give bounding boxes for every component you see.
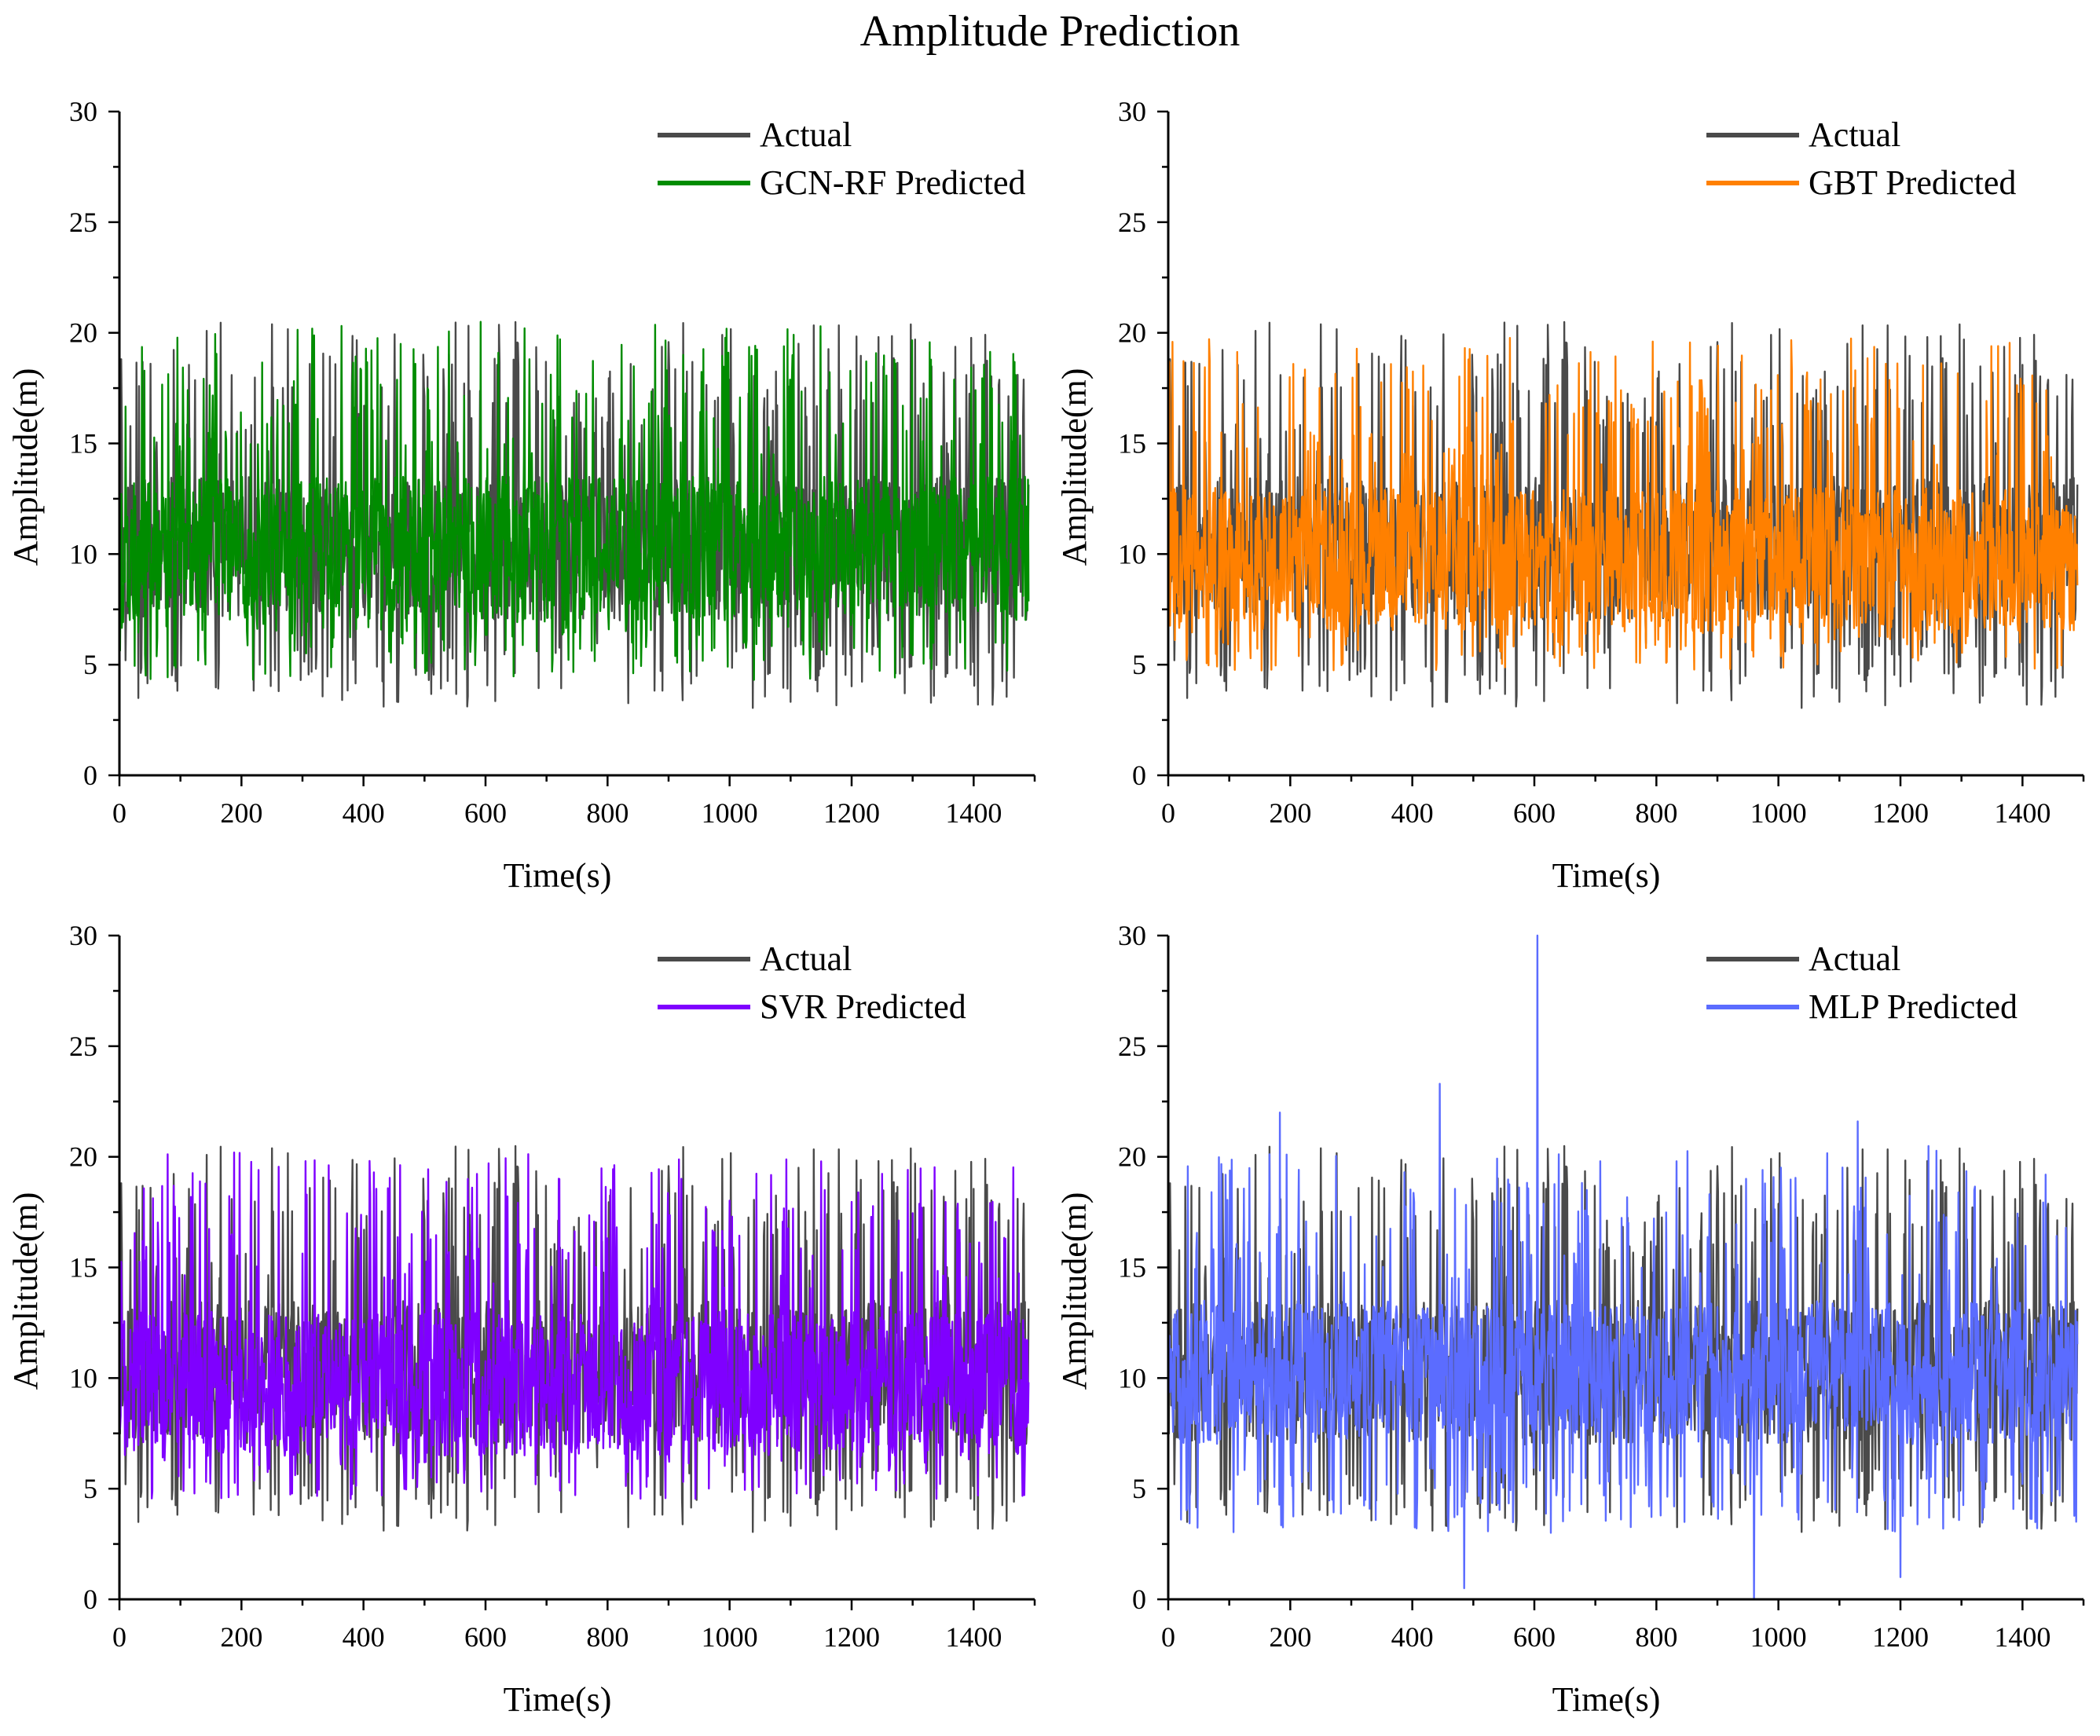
x-tick-label: 0 [1161, 1621, 1175, 1653]
legend-label-predicted: GBT Predicted [1809, 163, 2016, 202]
y-tick-label: 10 [69, 1362, 97, 1394]
chart-panel-2: 0 200 400 600 800 1000 1200 1400 0 5 10 15 20 25 30 Tim… [1055, 96, 2085, 895]
y-tick-label: 0 [1132, 1584, 1146, 1615]
y-axis-label: Amplitude(m) [1055, 368, 1094, 566]
y-tick-label: 0 [1132, 760, 1146, 791]
x-axis-label: Time(s) [1552, 856, 1661, 895]
y-tick-label: 25 [69, 207, 97, 238]
y-tick-label: 15 [1118, 428, 1146, 460]
x-tick-label: 1000 [702, 1621, 758, 1653]
x-tick-label: 1200 [1872, 797, 1929, 829]
y-tick-label: 30 [69, 96, 97, 127]
series-line-predicted [1167, 934, 2079, 1601]
x-tick-label: 600 [1513, 797, 1556, 829]
y-tick-label: 30 [69, 920, 97, 951]
figure-title: Amplitude Prediction [859, 7, 1241, 56]
legend-label-predicted: MLP Predicted [1809, 987, 2018, 1026]
x-tick-label: 200 [220, 1621, 262, 1653]
x-tick-label: 1000 [1750, 797, 1807, 829]
y-axis-label: Amplitude(m) [1055, 1192, 1094, 1390]
x-tick-label: 1200 [823, 797, 880, 829]
x-tick-label: 200 [1269, 1621, 1311, 1653]
legend-label-actual: Actual [760, 939, 852, 978]
series-line-actual [118, 320, 1030, 709]
y-axis-label: Amplitude(m) [6, 368, 45, 566]
x-tick-label: 1400 [1994, 1621, 2051, 1653]
y-tick-label: 20 [69, 1141, 97, 1173]
y-tick-label: 10 [1118, 1362, 1146, 1394]
x-tick-label: 400 [343, 797, 385, 829]
x-tick-label: 0 [112, 797, 126, 829]
x-tick-label: 1400 [945, 797, 1002, 829]
legend-label-predicted: SVR Predicted [760, 987, 966, 1026]
legend-label-actual: Actual [760, 115, 852, 154]
y-tick-label: 15 [69, 428, 97, 460]
chart-panel-3: 0 200 400 600 800 1000 1200 1400 0 5 10 15 20 25 30 Tim… [6, 920, 1036, 1719]
x-tick-label: 0 [112, 1621, 126, 1653]
x-tick-label: 400 [343, 1621, 385, 1653]
y-tick-label: 20 [69, 317, 97, 349]
series-line-actual [1167, 320, 2079, 709]
x-axis-label: Time(s) [504, 1680, 612, 1719]
x-tick-label: 1200 [823, 1621, 880, 1653]
x-tick-label: 600 [1513, 1621, 1556, 1653]
legend-label-actual: Actual [1809, 939, 1900, 978]
x-tick-label: 800 [586, 797, 629, 829]
chart-panel-1: 0 200 400 600 800 1000 1200 1400 0 5 10 15 20 25 30 Tim… [6, 96, 1036, 895]
series-line-predicted [1167, 337, 2079, 672]
x-tick-label: 800 [1635, 797, 1677, 829]
y-tick-label: 15 [1118, 1252, 1146, 1284]
y-tick-label: 20 [1118, 1141, 1146, 1173]
x-tick-label: 800 [1635, 1621, 1677, 1653]
x-tick-label: 1000 [702, 797, 758, 829]
y-tick-label: 25 [1118, 1031, 1146, 1062]
y-tick-label: 5 [83, 1473, 97, 1504]
x-tick-label: 1400 [945, 1621, 1002, 1653]
y-tick-label: 5 [1132, 1473, 1146, 1504]
series-line-predicted [118, 1152, 1030, 1500]
x-tick-label: 1400 [1994, 797, 2051, 829]
series-line-predicted [118, 320, 1030, 681]
y-tick-label: 0 [83, 1584, 97, 1615]
x-tick-label: 200 [220, 797, 262, 829]
y-tick-label: 30 [1118, 96, 1146, 127]
legend-label-actual: Actual [1809, 115, 1900, 154]
y-tick-label: 25 [1118, 207, 1146, 238]
figure-title-wrap: Amplitude Prediction [0, 6, 2100, 57]
x-tick-label: 600 [464, 1621, 507, 1653]
legend-label-predicted: GCN-RF Predicted [760, 163, 1026, 202]
y-tick-label: 5 [1132, 649, 1146, 680]
x-tick-label: 1200 [1872, 1621, 1929, 1653]
x-tick-label: 600 [464, 797, 507, 829]
x-tick-label: 0 [1161, 797, 1175, 829]
x-tick-label: 1000 [1750, 1621, 1807, 1653]
x-tick-label: 400 [1391, 797, 1434, 829]
y-axis-label: Amplitude(m) [6, 1192, 45, 1390]
y-tick-label: 10 [1118, 538, 1146, 570]
y-tick-label: 0 [83, 760, 97, 791]
y-tick-label: 10 [69, 538, 97, 570]
x-axis-label: Time(s) [1552, 1680, 1661, 1719]
y-tick-label: 5 [83, 649, 97, 680]
y-tick-label: 15 [69, 1252, 97, 1284]
x-axis-label: Time(s) [504, 856, 612, 895]
y-tick-label: 25 [69, 1031, 97, 1062]
x-tick-label: 200 [1269, 797, 1311, 829]
y-tick-label: 20 [1118, 317, 1146, 349]
x-tick-label: 800 [586, 1621, 629, 1653]
chart-panel-4: 0 200 400 600 800 1000 1200 1400 0 5 10 15 20 25 30 Tim… [1055, 920, 2085, 1719]
x-tick-label: 400 [1391, 1621, 1434, 1653]
y-tick-label: 30 [1118, 920, 1146, 951]
